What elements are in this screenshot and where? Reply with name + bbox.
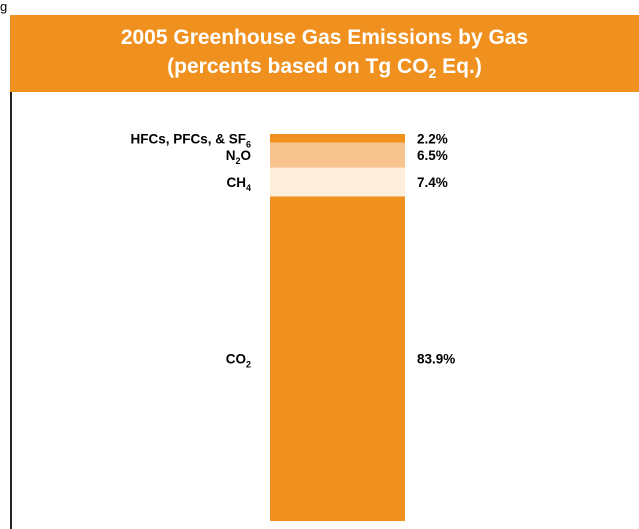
chart-frame: [10, 92, 639, 529]
value-label: 7.4%: [417, 175, 448, 190]
subtitle-subscript: 2: [428, 65, 437, 82]
value-label: 6.5%: [417, 148, 448, 163]
category-label: CH4: [226, 175, 251, 193]
category-label-name: HFCs, PFCs, & SF: [130, 131, 246, 146]
chart-title: 2005 Greenhouse Gas Emissions by Gas: [120, 26, 529, 49]
page-fragment-text: g: [0, 0, 8, 14]
category-label: HFCs, PFCs, & SF6: [130, 131, 251, 149]
category-label-name: CO: [226, 352, 246, 367]
chart-subtitle: (percents based on Tg CO2 Eq.): [10, 52, 639, 88]
category-label-name: N: [226, 148, 236, 163]
value-label: 83.9%: [417, 352, 455, 367]
category-label-subscript: 4: [246, 183, 251, 193]
category-label-suffix: O: [240, 148, 251, 163]
bar-segment: [270, 167, 405, 197]
category-label-name: CH: [226, 175, 246, 190]
value-label: 2.2%: [417, 131, 448, 146]
category-label: N2O: [226, 148, 251, 166]
bar-segment: [270, 134, 405, 143]
subtitle-prefix: (percents based on Tg CO: [167, 55, 429, 78]
chart-title-banner: 2005 Greenhouse Gas Emissions by Gas (pe…: [10, 15, 639, 92]
category-label-subscript: 2: [235, 156, 240, 166]
category-label-subscript: 6: [246, 139, 251, 149]
category-label: CO2: [226, 352, 251, 370]
bar-segment: [270, 142, 405, 168]
subtitle-suffix: Eq.): [436, 55, 482, 78]
category-label-subscript: 2: [246, 360, 251, 370]
bar-segment: [270, 196, 405, 521]
